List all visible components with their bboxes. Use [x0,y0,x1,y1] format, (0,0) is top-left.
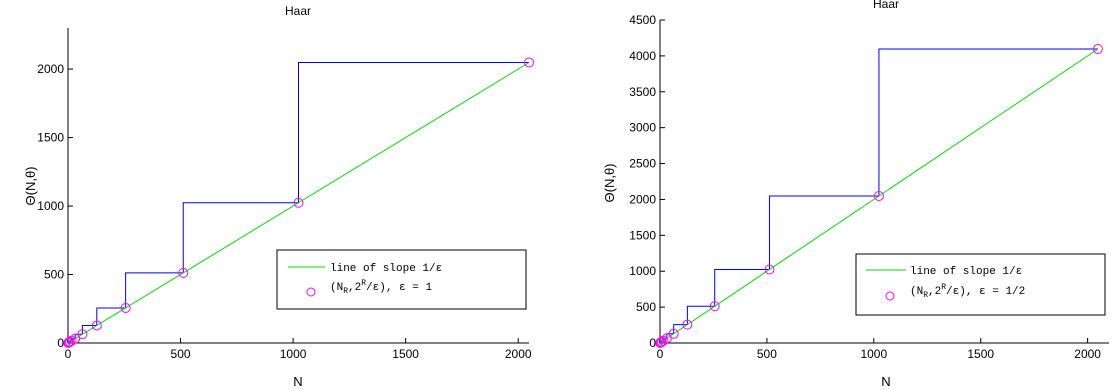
y-tick-label: 2500 [629,157,656,171]
y-tick-label: 2000 [37,62,64,76]
data-point [709,301,720,312]
legend-box [276,249,527,310]
chart-left: Haar N Θ(N,θ) 0 500 1000 1500 2000 0 500 1000 15… [23,4,534,389]
legend: line of slope 1/ε (NR,2R/ε), ε = 1/2 [855,253,1106,316]
data-point [178,267,189,278]
data-point [77,329,88,340]
chart-title: Haar [285,4,311,18]
legend-box [855,253,1106,316]
x-tick-label: 0 [657,347,664,361]
data-point [661,333,672,344]
data-point [293,197,304,208]
legend-line-label: line of slope 1/ε [910,266,1022,278]
data-point [658,335,669,346]
plot-area: 0 500 1000 1500 2000 0 500 1000 1500 2000 [37,28,534,361]
data-point [873,190,884,201]
data-point [656,336,667,347]
data-point [64,336,75,347]
y-tick-label: 4500 [629,13,656,27]
y-tick-label: 0 [57,336,64,350]
data-point [70,333,81,344]
y-tick-label: 2000 [629,192,656,206]
x-tick-label: 2000 [1074,347,1101,361]
x-tick-label: 1000 [280,347,307,361]
y-tick-label: 500 [44,268,64,282]
legend-marker-label: (NR,2R/ε), ε = 1 [330,279,432,296]
scatter-series [63,57,534,348]
y-tick-label: 3000 [629,121,656,135]
y-tick-label: 1000 [629,264,656,278]
data-point [682,319,693,330]
slope-series-line [659,48,1099,344]
x-tick-label: 0 [65,347,72,361]
x-tick-label: 1000 [860,347,887,361]
chart-right: Haar N Θ(N,θ) 0 500 1000 1500 2000 0 500 1000 15… [602,0,1109,389]
x-tick-label: 500 [171,347,191,361]
legend: line of slope 1/ε (NR,2R/ε), ε = 1 [276,249,527,310]
y-tick-label: 3500 [629,85,656,99]
y-tick-label: 1500 [37,131,64,145]
x-axis-label: N [881,374,890,389]
chart-title: Haar [873,0,899,11]
legend-marker-swatch [885,291,895,301]
legend-marker-label: (NR,2R/ε), ε = 1/2 [910,283,1025,300]
plot-area: 0 500 1000 1500 2000 0 500 1000 1500 2000 2500 3000… [629,13,1109,361]
y-axis-label: Θ(N,θ) [23,167,38,206]
data-point [524,57,534,68]
y-tick-label: 0 [649,336,656,350]
x-tick-label: 2000 [505,347,532,361]
slope-series-line [67,62,530,344]
y-tick-label: 4000 [629,49,656,63]
x-tick-label: 1500 [967,347,994,361]
data-point [764,264,775,275]
legend-marker-swatch [306,287,316,297]
y-tick-label: 1000 [37,199,64,213]
data-point [668,328,679,339]
y-tick-label: 1500 [629,228,656,242]
scatter-series [655,43,1103,348]
legend-line-label: line of slope 1/ε [330,263,442,275]
x-axis-label: N [293,374,302,389]
data-point [120,302,131,313]
y-tick-label: 500 [636,300,656,314]
x-tick-label: 500 [757,347,777,361]
data-point [1092,43,1103,54]
x-tick-label: 1500 [392,347,419,361]
data-point [91,320,102,331]
y-axis-label: Θ(N,θ) [602,164,617,203]
